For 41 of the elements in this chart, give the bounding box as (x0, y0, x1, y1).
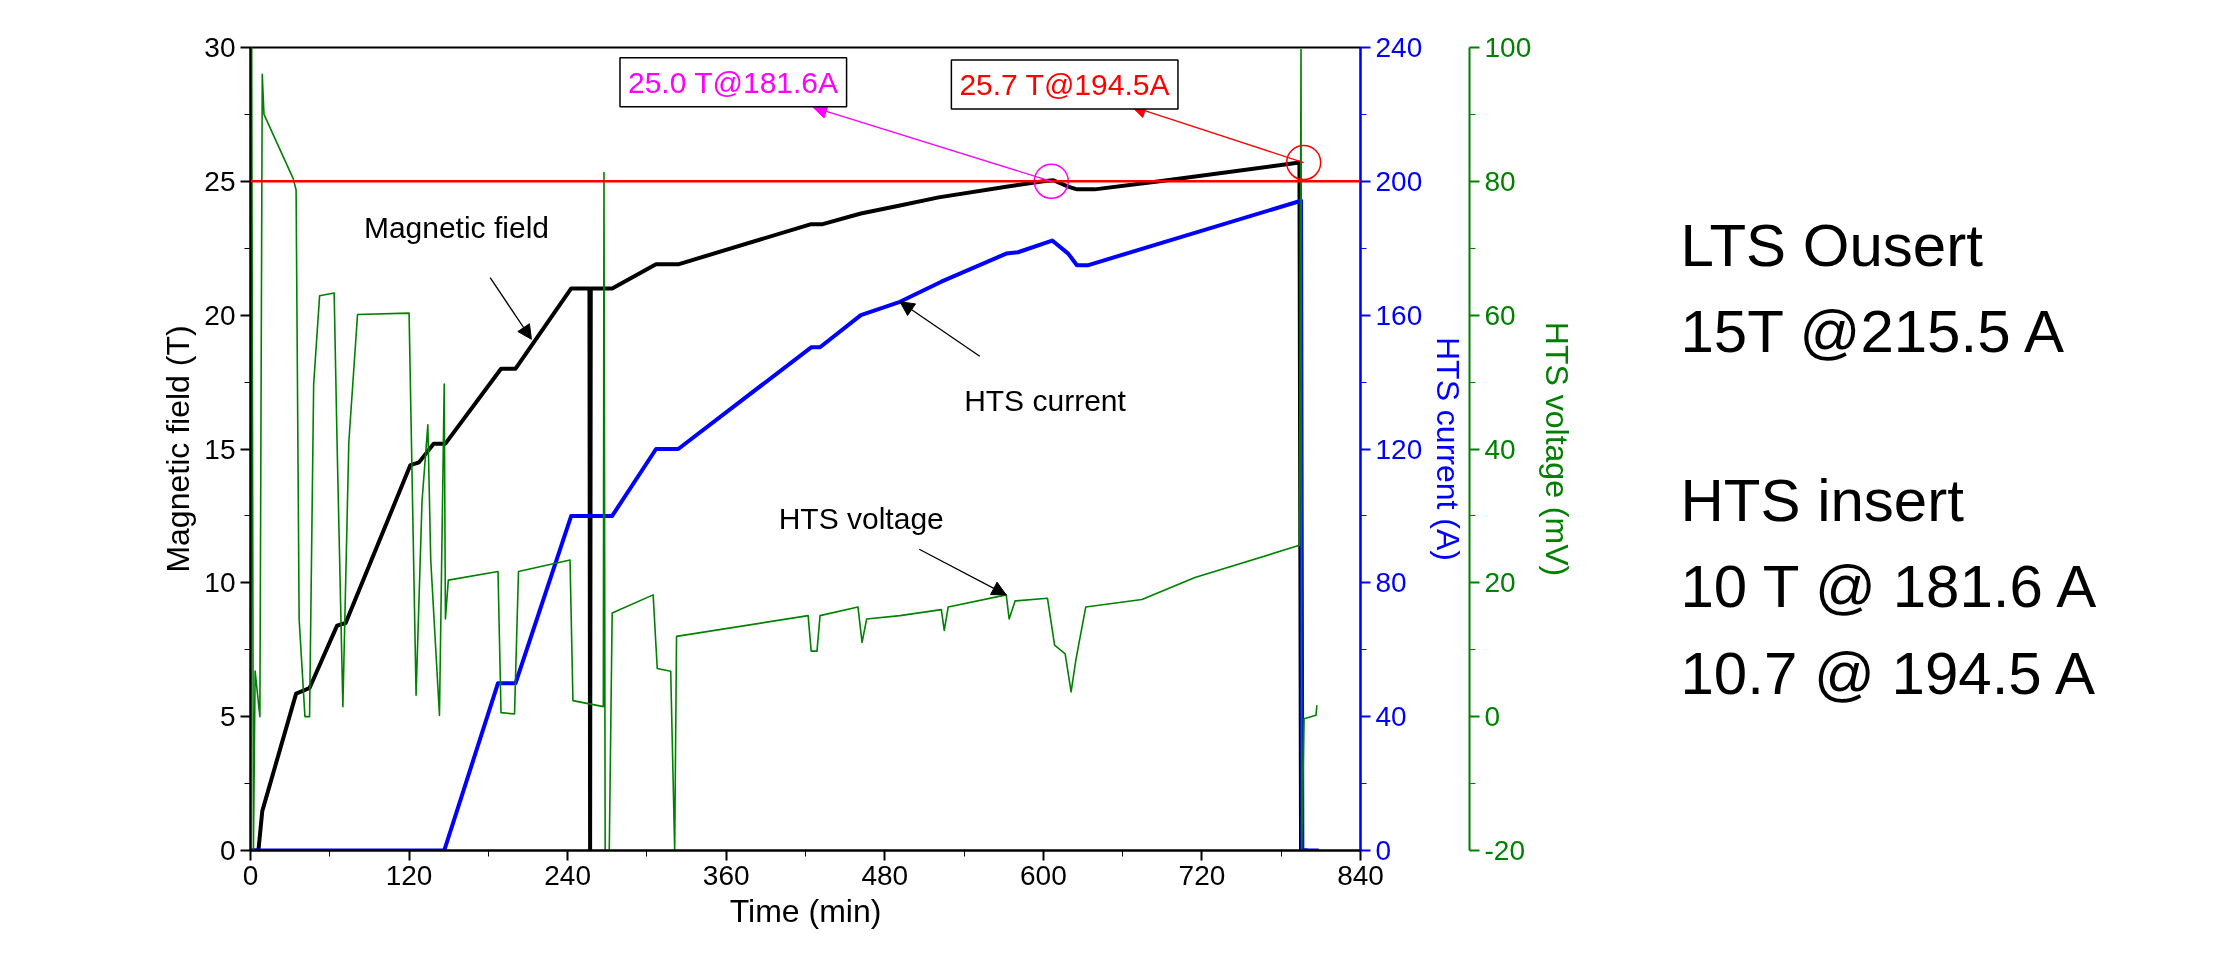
x-tick-label: 600 (1020, 859, 1067, 891)
y2-tick-label: 240 (1375, 32, 1423, 63)
y-tick-label: 25 (204, 165, 236, 197)
y2-tick-label: 80 (1375, 567, 1407, 599)
text: HTS insert (1680, 466, 1965, 534)
y2-tick-label: 40 (1375, 701, 1407, 733)
y3-axis-title: HTS voltage (mV) (1539, 321, 1576, 577)
y3-tick-label: 60 (1484, 299, 1516, 331)
text: LTS Ousert (1680, 211, 1984, 279)
annotation: Magnetic field (363, 210, 549, 244)
y3-tick-label: 0 (1484, 701, 1501, 733)
x-tick-label: 120 (385, 859, 433, 891)
text: 15T @215.5 A (1680, 298, 2064, 366)
y3-tick-label: 20 (1484, 567, 1516, 599)
annotation: HTS current (964, 384, 1127, 418)
text: 10 T @ 181.6 A (1680, 553, 2097, 621)
y3-tick-label: 80 (1484, 165, 1516, 197)
x-tick-label: 720 (1178, 859, 1226, 891)
y2-tick-label: 200 (1375, 165, 1423, 197)
annotation: 25.7 T@194.5A (959, 68, 1170, 102)
x-tick-label: 240 (544, 859, 591, 891)
y3-tick-label: 100 (1484, 32, 1532, 63)
y2-tick-label: 120 (1375, 433, 1423, 465)
y-axis-title: Magnetic field (T) (160, 325, 197, 573)
y2-axis-title: HTS current (A) (1430, 336, 1467, 562)
x-tick-label: 0 (242, 859, 259, 891)
annotation: 25.0 T@181.6A (627, 65, 839, 99)
y-tick-label: 5 (219, 701, 236, 733)
y2-tick-label: 160 (1375, 299, 1423, 331)
y3-tick-label: 40 (1484, 433, 1516, 465)
x-tick-label: 360 (702, 859, 750, 891)
y-tick-label: 15 (204, 433, 236, 465)
y3-tick-label: -20 (1484, 835, 1525, 866)
text: 10.7 @ 194.5 A (1680, 639, 2096, 707)
y-tick-label: 0 (219, 835, 236, 866)
annotation: HTS voltage (778, 502, 944, 536)
y-tick-label: 20 (204, 299, 236, 331)
y-tick-label: 30 (204, 32, 236, 63)
x-tick-label: 480 (861, 859, 909, 891)
x-axis-title: Time (min) (729, 892, 882, 929)
y-tick-label: 10 (204, 567, 236, 599)
